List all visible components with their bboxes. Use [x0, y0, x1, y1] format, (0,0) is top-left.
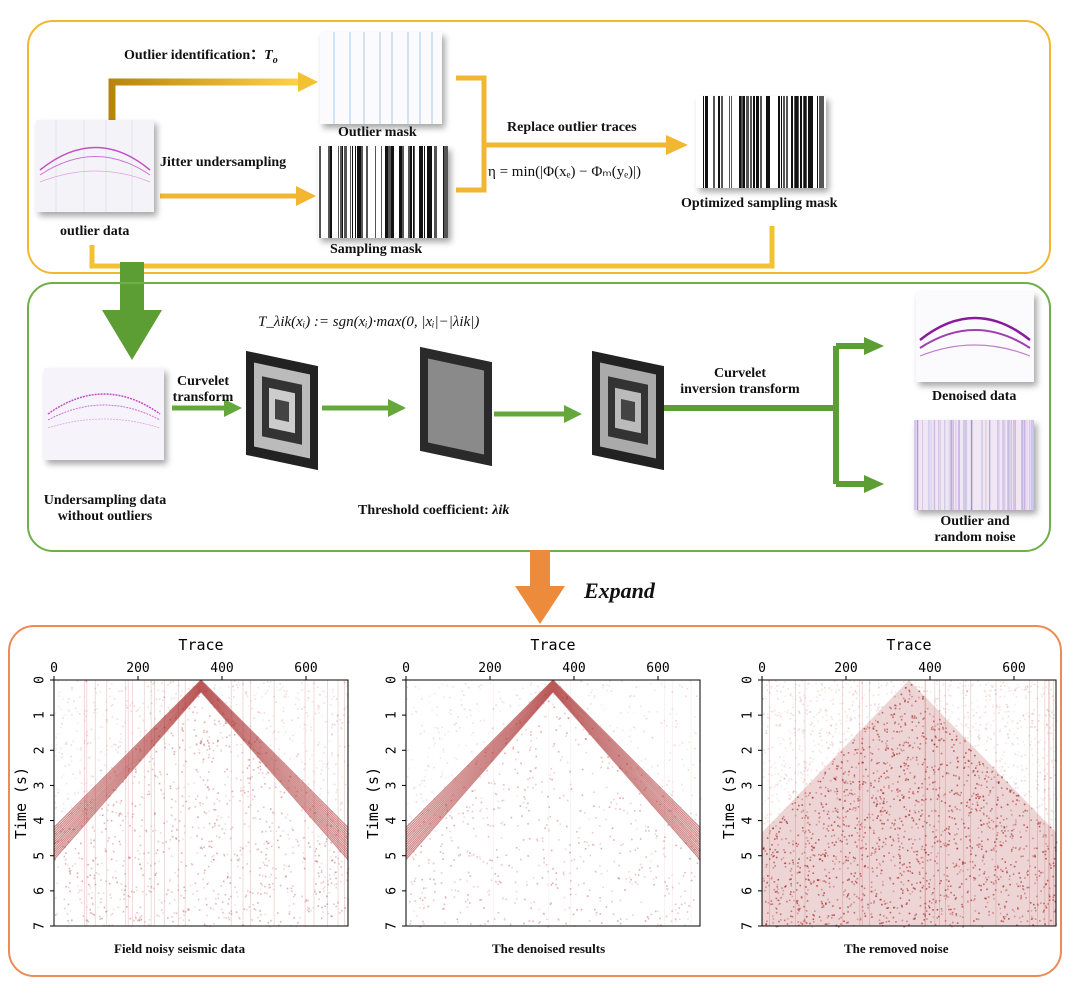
plot-title: Field noisy seismic data: [114, 941, 246, 956]
y-tick-label: 7: [741, 922, 756, 930]
y-tick-label: 3: [741, 782, 756, 790]
x-tick-label: 600: [646, 661, 669, 676]
results-panel: [8, 625, 1062, 977]
y-axis-label: Time (s): [12, 767, 30, 839]
plot-denoised: Trace Time (s) 0 200 400 600 0 1 2 3 4 5 6 7 The deno…: [362, 632, 702, 956]
curvelet-transform-label: Curvelet transform: [172, 374, 234, 405]
plot-title: The removed noise: [844, 941, 949, 956]
outlier-mask-label: Outlier mask: [338, 125, 417, 140]
optimized-sampling-mask-label: Optimized sampling mask: [681, 196, 838, 211]
outlier-panel: [27, 20, 1051, 274]
plot-field-noisy: Trace Time (s) 0 200 400 600 0 1 2 3 4 5 6 7 Field no…: [10, 632, 350, 956]
y-tick-label: 5: [33, 852, 48, 860]
denoised-data-label: Denoised data: [932, 389, 1017, 404]
y-tick-label: 7: [385, 922, 400, 930]
x-axis-label: Trace: [530, 636, 575, 654]
y-tick-label: 0: [33, 676, 48, 684]
mid-connectors: [172, 337, 884, 493]
x-tick-label: 0: [50, 661, 58, 676]
x-axis-label: Trace: [886, 636, 931, 654]
undersampling-data-label: Undersampling data without outliers: [43, 493, 167, 524]
y-tick-label: 0: [741, 676, 756, 684]
curvelet-thresholded: [420, 346, 492, 467]
seismic-image: [53, 679, 350, 928]
outlier-noise-thumbnail: [914, 420, 1034, 510]
return-path: [89, 226, 775, 269]
x-tick-label: 200: [478, 661, 501, 676]
undersampling-data-thumbnail: [44, 368, 164, 460]
mask-bracket: [456, 75, 487, 193]
denoised-data-thumbnail: [916, 292, 1034, 382]
y-tick-label: 4: [385, 816, 400, 824]
x-tick-label: 400: [210, 661, 233, 676]
jitter-undersampling-label: Jitter undersampling: [160, 155, 287, 170]
outlier-noise-label: Outlier and random noise: [934, 514, 1016, 545]
sampling-mask-thumbnail: [318, 146, 448, 238]
y-tick-label: 1: [741, 711, 756, 719]
x-axis-label: Trace: [178, 636, 223, 654]
y-tick-label: 1: [385, 711, 400, 719]
y-tick-label: 4: [741, 816, 756, 824]
y-tick-label: 2: [385, 746, 400, 754]
y-tick-label: 5: [385, 852, 400, 860]
replace-outlier-traces-label: Replace outlier traces: [507, 120, 637, 135]
x-tick-label: 400: [918, 661, 941, 676]
y-axis-label: Time (s): [364, 767, 382, 839]
y-tick-label: 6: [741, 887, 756, 895]
outlier-mask-thumbnail: [320, 32, 442, 124]
x-tick-label: 0: [758, 661, 766, 676]
top-connectors: [89, 72, 775, 269]
down-arrow-green: [102, 262, 162, 360]
curvelet-inversion-label: Curvelet inversion transform: [680, 366, 800, 397]
y-tick-label: 7: [33, 922, 48, 930]
x-tick-label: 200: [126, 661, 149, 676]
y-tick-label: 1: [33, 711, 48, 719]
outlier-data-thumbnail: [36, 120, 154, 212]
arrow-outlier-identification: [108, 78, 300, 120]
y-tick-label: 6: [33, 887, 48, 895]
x-tick-label: 0: [402, 661, 410, 676]
y-tick-label: 3: [33, 782, 48, 790]
curvelet-coefficients-1: [246, 350, 318, 471]
expand-label: Expand: [584, 578, 655, 603]
optimized-sampling-mask-thumbnail: [696, 96, 826, 188]
threshold-formula: T_λik(xᵢ) := sgn(xᵢ)·max(0, |xᵢ|−|λik|): [258, 314, 480, 330]
y-tick-label: 6: [385, 887, 400, 895]
outlier-data-label: outlier data: [60, 224, 130, 239]
plot-title: The denoised results: [492, 941, 606, 956]
threshold-coefficient-label: Threshold coefficient: λik: [358, 503, 510, 518]
x-tick-label: 400: [562, 661, 585, 676]
y-tick-label: 0: [385, 676, 400, 684]
eta-formula: η = min(|Φ(xₑ) − Φₘ(yₑ)|): [488, 164, 642, 180]
down-arrow-orange: [515, 550, 565, 624]
x-tick-label: 600: [1002, 661, 1025, 676]
y-tick-label: 5: [741, 852, 756, 860]
y-tick-label: 2: [741, 746, 756, 754]
sampling-mask-label: Sampling mask: [330, 242, 423, 257]
plot-removed-noise: Trace Time (s) 0 200 400 600 0 1 2 3 4 5 6 7 The remo…: [718, 632, 1058, 956]
x-tick-label: 200: [834, 661, 857, 676]
y-tick-label: 3: [385, 782, 400, 790]
y-tick-label: 2: [33, 746, 48, 754]
curvelet-coefficients-2: [592, 350, 664, 471]
seismic-image: [405, 679, 702, 928]
y-axis-label: Time (s): [720, 767, 738, 839]
x-tick-label: 600: [294, 661, 317, 676]
seismic-image: [761, 680, 1058, 928]
outlier-identification-label: Outlier identification：To: [124, 48, 278, 66]
y-tick-label: 4: [33, 816, 48, 824]
